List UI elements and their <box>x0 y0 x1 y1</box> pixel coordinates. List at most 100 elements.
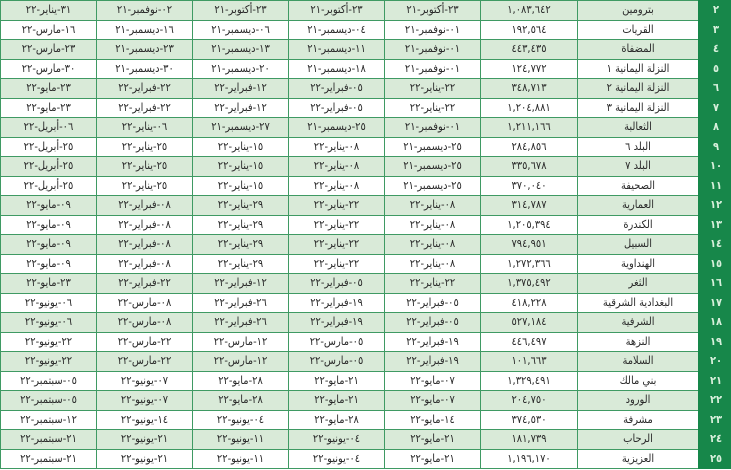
date-cell-2: ٠٨-يناير-٢٢ <box>288 136 385 157</box>
district-name: النزلة اليمانية ١ <box>577 58 699 79</box>
date-cell-1: ٢٥-ديسمبر-٢١ <box>384 175 481 196</box>
date-cell-4: ٠٦-يناير-٢٢ <box>96 117 193 138</box>
date-cell-5: ٢٥-أبريل-٢٢ <box>0 136 97 157</box>
date-cell-1: ١٩-فبراير-٢٢ <box>384 351 481 372</box>
table-row: ١٥ الهنداوية ١,٢٧٢,٣٦٦ ٠٨-يناير-٢٢ ٢٢-يناير-… <box>0 253 731 274</box>
date-cell-2: ٠٥-فبراير-٢٢ <box>288 273 385 294</box>
date-cell-3: ٢٦-فبراير-٢٢ <box>192 292 289 313</box>
date-cell-5: ٢٣-مايو-٢٢ <box>0 273 97 294</box>
date-cell-1: ١٤-مايو-٢٢ <box>384 409 481 430</box>
date-cell-1: ٠٨-يناير-٢٢ <box>384 195 481 216</box>
date-cell-1: ٠١-نوفمبر-٢١ <box>384 58 481 79</box>
date-cell-2: ٢٨-مايو-٢٢ <box>288 409 385 430</box>
date-cell-2: ١٨-ديسمبر-٢١ <box>288 58 385 79</box>
date-cell-4: ١٦-ديسمبر-٢١ <box>96 19 193 40</box>
district-name: البلد ٧ <box>577 156 699 177</box>
date-cell-5: ٢١-سبتمبر-٢٢ <box>0 448 97 469</box>
row-index: ٢٤ <box>698 429 731 450</box>
date-cell-1: ٢٥-ديسمبر-٢١ <box>384 156 481 177</box>
table-row: ٢٢ الورود ٢٠٤,٧٥٠ ٠٧-مايو-٢٢ ٢١-مايو-٢٢ ٢٨-ما… <box>0 390 731 411</box>
count-value: ٣٣٥,٦٧٨ <box>480 156 578 177</box>
date-cell-4: ٢١-يونيو-٢٢ <box>96 448 193 469</box>
date-cell-1: ٠٨-يناير-٢٢ <box>384 214 481 235</box>
count-value: ١,٢١١,١٦٦ <box>480 117 578 138</box>
date-cell-3: ٢٨-مايو-٢٢ <box>192 390 289 411</box>
date-cell-3: ٢٩-يناير-٢٢ <box>192 214 289 235</box>
district-name: القريات <box>577 19 699 40</box>
table-row: ١١ الصحيفة ٣٧٠,٠٤٠ ٢٥-ديسمبر-٢١ ٠٨-يناير-٢٢ ١… <box>0 175 731 196</box>
district-name: الرحاب <box>577 429 699 450</box>
district-name: النزلة اليمانية ٣ <box>577 97 699 118</box>
count-value: ١٢٤,٧٧٢ <box>480 58 578 79</box>
table-row: ٢١ بني مالك ١,٣٢٩,٤٩١ ٠٧-مايو-٢٢ ٢١-مايو-٢٢ ٢… <box>0 370 731 391</box>
date-cell-2: ٠٥-مارس-٢٢ <box>288 331 385 352</box>
count-value: ٣٧٠,٠٤٠ <box>480 175 578 196</box>
date-cell-4: ٠٨-فبراير-٢٢ <box>96 195 193 216</box>
date-cell-3: ١١-يونيو-٢٢ <box>192 429 289 450</box>
row-index: ٢٣ <box>698 409 731 430</box>
count-value: ٤٤٣,٤٣٥ <box>480 39 578 60</box>
date-cell-4: ٢٥-يناير-٢٢ <box>96 136 193 157</box>
district-name: الكندرة <box>577 214 699 235</box>
date-cell-2: ١١-ديسمبر-٢١ <box>288 39 385 60</box>
date-cell-3: ١١-يونيو-٢٢ <box>192 448 289 469</box>
count-value: ٤١٨,٢٢٨ <box>480 292 578 313</box>
date-cell-2: ٠٥-فبراير-٢٢ <box>288 97 385 118</box>
date-cell-1: ٢١-مايو-٢٢ <box>384 448 481 469</box>
table-row: ٥ النزلة اليمانية ١ ١٢٤,٧٧٢ ٠١-نوفمبر-٢١ ١٨-… <box>0 58 731 79</box>
district-name: مشرفة <box>577 409 699 430</box>
date-cell-4: ٠٨-فبراير-٢٢ <box>96 253 193 274</box>
table-row: ٢٠ السلامة ١٠١,٦٦٣ ١٩-فبراير-٢٢ ٠٥-مارس-٢٢ ١٢… <box>0 351 731 372</box>
date-cell-5: ٢٥-أبريل-٢٢ <box>0 156 97 177</box>
row-index: ١٨ <box>698 312 731 333</box>
district-name: العمارية <box>577 195 699 216</box>
date-cell-5: ٢١-سبتمبر-٢٢ <box>0 429 97 450</box>
date-cell-5: ٣١-يناير-٢٢ <box>0 0 97 21</box>
date-cell-5: ٠٥-سبتمبر-٢٢ <box>0 370 97 391</box>
district-name: العزيزية <box>577 448 699 469</box>
row-index: ١٠ <box>698 156 731 177</box>
date-cell-1: ٠٧-مايو-٢٢ <box>384 390 481 411</box>
date-cell-4: ٠٨-مارس-٢٢ <box>96 312 193 333</box>
date-cell-3: ٢٩-يناير-٢٢ <box>192 195 289 216</box>
date-cell-3: ١٢-فبراير-٢٢ <box>192 78 289 99</box>
date-cell-4: ٢٢-مارس-٢٢ <box>96 351 193 372</box>
date-cell-2: ٠٤-ديسمبر-٢١ <box>288 19 385 40</box>
date-cell-1: ٠١-نوفمبر-٢١ <box>384 39 481 60</box>
date-cell-2: ٢٣-أكتوبر-٢١ <box>288 0 385 21</box>
date-cell-4: ٠٨-فبراير-٢٢ <box>96 234 193 255</box>
date-cell-2: ٢٢-يناير-٢٢ <box>288 253 385 274</box>
date-cell-5: ٠٦-يونيو-٢٢ <box>0 312 97 333</box>
date-cell-3: ٠٤-يونيو-٢٢ <box>192 409 289 430</box>
date-cell-3: ٢٧-ديسمبر-٢١ <box>192 117 289 138</box>
district-name: المضفاة <box>577 39 699 60</box>
date-cell-1: ٠٥-فبراير-٢٢ <box>384 312 481 333</box>
date-cell-1: ٠٨-يناير-٢٢ <box>384 234 481 255</box>
row-index: ٩ <box>698 136 731 157</box>
date-cell-4: ٢٢-مارس-٢٢ <box>96 331 193 352</box>
date-cell-1: ٢٣-أكتوبر-٢١ <box>384 0 481 21</box>
row-index: ٢١ <box>698 370 731 391</box>
row-index: ٤ <box>698 39 731 60</box>
date-cell-2: ٢١-مايو-٢٢ <box>288 370 385 391</box>
date-cell-2: ٢٢-يناير-٢٢ <box>288 214 385 235</box>
date-cell-3: ١٥-يناير-٢٢ <box>192 175 289 196</box>
date-cell-2: ٢٢-يناير-٢٢ <box>288 234 385 255</box>
count-value: ١,٣٧٥,٤٩٢ <box>480 273 578 294</box>
row-index: ٢٠ <box>698 351 731 372</box>
row-index: ١٩ <box>698 331 731 352</box>
date-cell-3: ٢٩-يناير-٢٢ <box>192 253 289 274</box>
count-value: ٢٨٤,٨٥٦ <box>480 136 578 157</box>
date-cell-4: ٣٠-ديسمبر-٢١ <box>96 58 193 79</box>
date-cell-3: ٢٣-أكتوبر-٢١ <box>192 0 289 21</box>
district-name: السبيل <box>577 234 699 255</box>
table-row: ١٧ البغدادية الشرقية ٤١٨,٢٢٨ ٠٥-فبراير-٢٢ ١٩… <box>0 292 731 313</box>
date-cell-5: ٢٣-مايو-٢٢ <box>0 78 97 99</box>
date-cell-4: ٠٢-نوفمبر-٢١ <box>96 0 193 21</box>
date-cell-2: ٢١-مايو-٢٢ <box>288 390 385 411</box>
district-name: الورود <box>577 390 699 411</box>
date-cell-4: ٢٢-فبراير-٢٢ <box>96 78 193 99</box>
count-value: ٣١٤,٧٨٧ <box>480 195 578 216</box>
count-value: ١,٢٠٤,٨٨١ <box>480 97 578 118</box>
row-index: ١٣ <box>698 214 731 235</box>
